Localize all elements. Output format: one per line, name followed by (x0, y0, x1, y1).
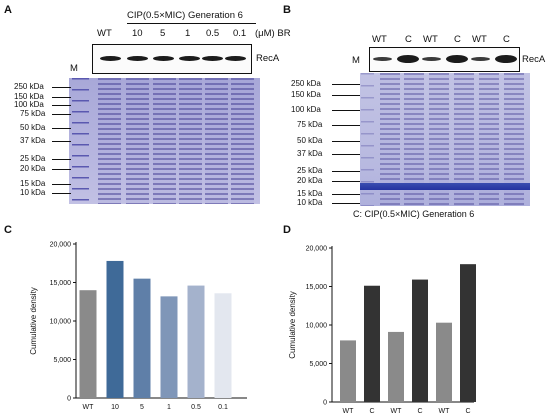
panel-b-lane-1: WT (372, 34, 387, 45)
y-axis-label: Cumulative density (29, 287, 38, 355)
panel-a-lane-1: 1 (185, 28, 191, 39)
panel-a-marker-150: 150 kDa (14, 92, 44, 101)
panel-a-lane-6-gel (231, 78, 254, 204)
panel-a-lane-0.5: 0.5 (206, 28, 220, 39)
x-tick-label: 10 (111, 404, 119, 411)
panel-b-gel (360, 73, 530, 206)
panel-a-marker-250: 250 kDa (14, 82, 44, 91)
bar-1 (79, 290, 97, 398)
y-tick-label: 0 (67, 396, 71, 403)
y-tick-label: 15,000 (50, 280, 72, 287)
bar-2 (106, 260, 124, 398)
bar-3 (388, 331, 404, 402)
y-tick-label: 15,000 (306, 284, 328, 291)
panel-c-letter: C (4, 224, 12, 236)
y-axis-label: Cumulative density (288, 291, 297, 359)
x-tick-label: C (417, 408, 422, 415)
panel-a-marker-100: 100 kDa (14, 100, 44, 109)
x-tick-label: 0.1 (218, 404, 228, 411)
panel-a-marker-10: 10 kDa (20, 188, 46, 197)
panel-b-lane-5: WT (472, 34, 487, 45)
panel-a-ladder-lane (72, 78, 89, 204)
panel-a-ladder-label: M (70, 63, 78, 74)
bar-6 (460, 264, 476, 402)
panel-a-letter: A (4, 4, 12, 16)
panel-a-lane-5-gel (205, 78, 228, 204)
panel-a-lane-2-gel (126, 78, 149, 204)
panel-b-ladder-lane (361, 73, 374, 206)
y-tick-label: 0 (323, 400, 327, 407)
x-tick-label: C (369, 408, 374, 415)
bar-5 (187, 285, 205, 398)
panel-a-marker-25: 25 kDa (20, 154, 46, 163)
panel-a-marker-50: 50 kDa (20, 123, 46, 132)
panel-d-letter: D (283, 224, 291, 236)
panel-a-marker-20: 20 kDa (20, 164, 46, 173)
bar-6 (214, 293, 232, 398)
panel-b-lane-6: C (503, 34, 510, 45)
bar-4 (160, 296, 178, 398)
panel-b-blot-label: RecA (522, 54, 546, 65)
panel-b-footnote: C: CIP(0.5×MIC) Generation 6 (353, 209, 475, 219)
panel-a-lane-wt: WT (97, 28, 112, 39)
x-tick-label: C (465, 408, 470, 415)
panel-b-marker-25: 25 kDa (297, 166, 323, 175)
panel-b-marker-50: 50 kDa (297, 136, 323, 145)
panel-a-western-blot (92, 44, 252, 74)
x-tick-label: 1 (167, 404, 171, 411)
y-tick-label: 10,000 (50, 319, 72, 326)
y-tick-label: 5,000 (53, 357, 71, 364)
x-tick-label: WT (439, 408, 451, 415)
bar-2 (364, 285, 380, 402)
panel-a-marker-15: 15 kDa (20, 179, 46, 188)
panel-b-ladder-label: M (352, 55, 360, 66)
panel-b-lane-3: WT (423, 34, 438, 45)
panel-a-lane-1-gel (98, 78, 121, 204)
panel-a-lane-3-gel (153, 78, 176, 204)
x-tick-label: 5 (140, 404, 144, 411)
panel-a-lane-0.1: 0.1 (233, 28, 247, 39)
bar-3 (133, 278, 151, 398)
panel-a-marker-37: 37 kDa (20, 136, 46, 145)
panel-b-western-blot (369, 47, 520, 72)
y-tick-label: 20,000 (306, 246, 328, 253)
x-tick-label: WT (391, 408, 403, 415)
panel-a-unit: (μM) BR (255, 28, 291, 39)
panel-a-lane-4-gel (179, 78, 202, 204)
panel-b-lane-2: C (405, 34, 412, 45)
bar-5 (436, 322, 452, 402)
panel-b-marker-20: 20 kDa (297, 176, 323, 185)
panel-b-marker-150: 150 kDa (291, 90, 321, 99)
panel-c-chart: 0 5,000 10,000 15,000 20,000 WT 10 5 1 0.5 0.1 Cumu… (29, 242, 247, 411)
panel-b-marker-100: 100 kDa (291, 105, 321, 114)
panel-b-marker-75: 75 kDa (297, 120, 323, 129)
x-tick-label: WT (83, 404, 95, 411)
panel-b-marker-250: 250 kDa (291, 79, 321, 88)
panel-b-marker-37: 37 kDa (297, 149, 323, 158)
panel-a-condition-underline (127, 23, 256, 24)
y-tick-label: 5,000 (309, 361, 327, 368)
panel-a-condition: CIP(0.5×MIC) Generation 6 (127, 10, 243, 21)
y-tick-label: 10,000 (306, 323, 328, 330)
panel-a-blot-label: RecA (256, 53, 280, 64)
bar-4 (412, 279, 428, 402)
y-tick-label: 20,000 (50, 242, 72, 249)
bar-1 (340, 340, 356, 402)
panel-b-front-band (360, 183, 530, 190)
panel-b-marker-15: 15 kDa (297, 189, 323, 198)
x-tick-label: 0.5 (191, 404, 201, 411)
panel-a-lane-5: 5 (160, 28, 166, 39)
panel-a-marker-75: 75 kDa (20, 109, 46, 118)
panel-d-chart: 0 5,000 10,000 15,000 20,000 WT C WT C WT C Cumulat… (288, 246, 476, 415)
panel-a-lane-10: 10 (132, 28, 143, 39)
panel-b-letter: B (283, 4, 291, 16)
x-tick-label: WT (343, 408, 355, 415)
panel-a-gel (69, 78, 260, 204)
panel-b-lane-4: C (454, 34, 461, 45)
panel-b-marker-10: 10 kDa (297, 198, 323, 207)
